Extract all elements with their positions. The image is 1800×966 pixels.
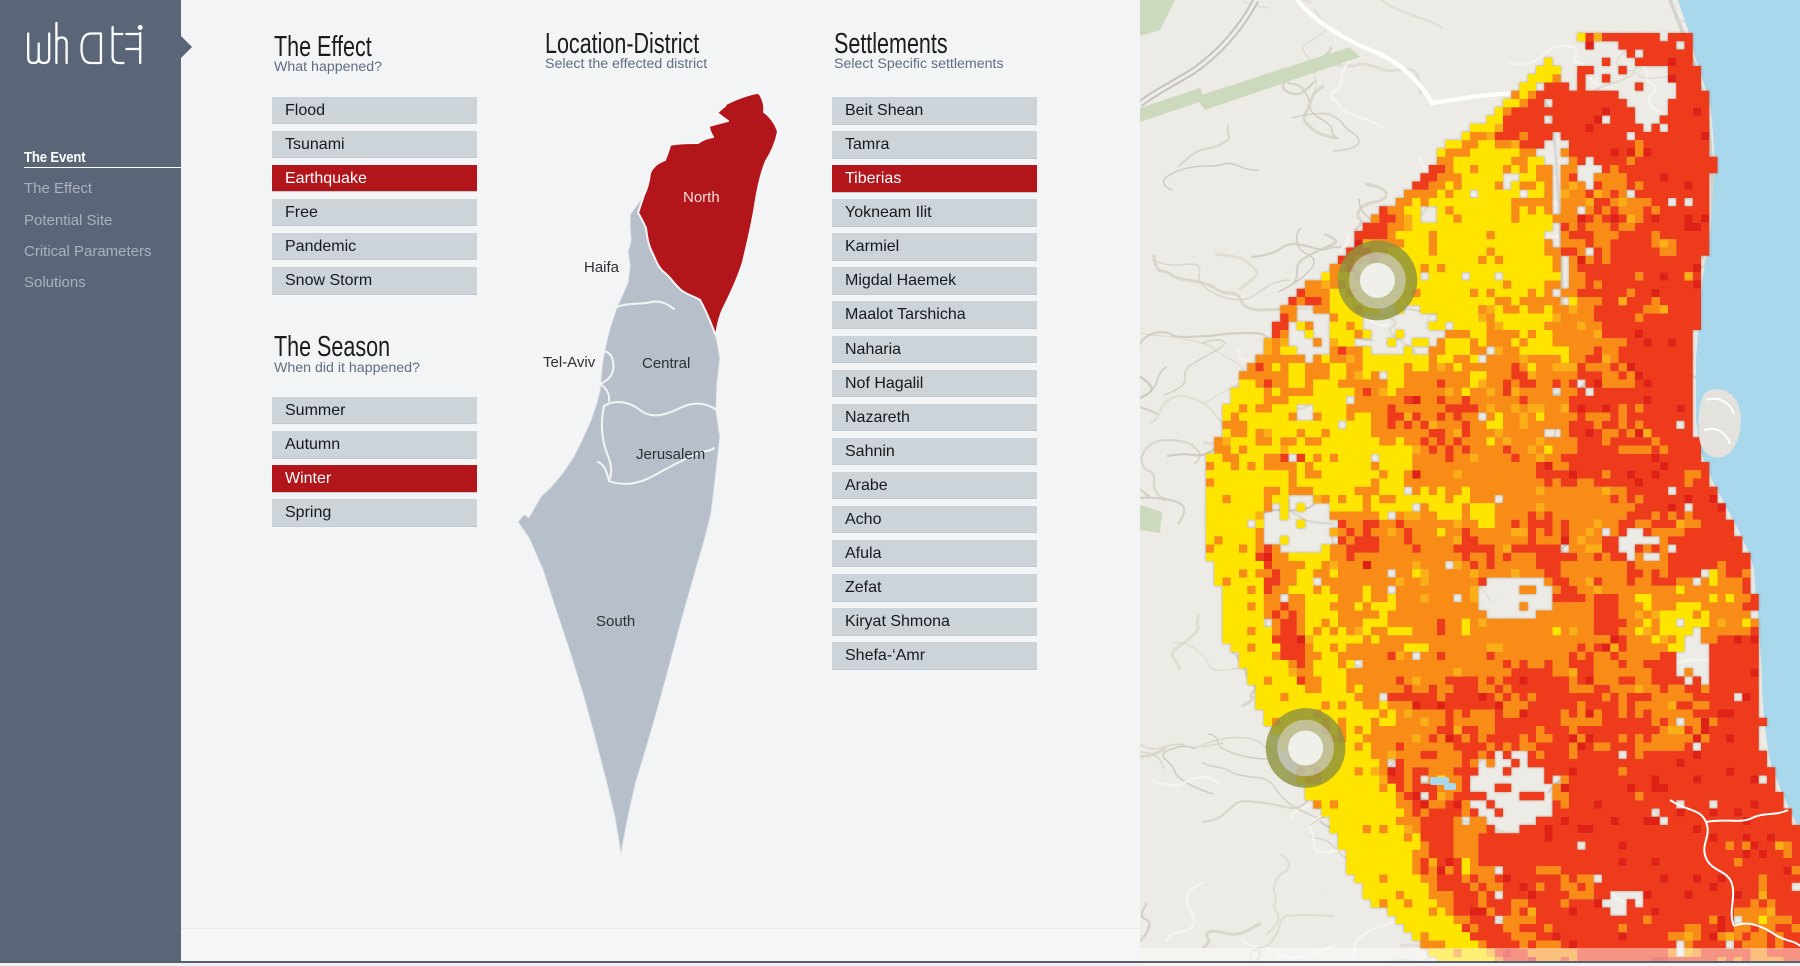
svg-text:North: North [683, 189, 720, 206]
svg-text:Jerusalem: Jerusalem [636, 446, 705, 463]
svg-text:Central: Central [642, 355, 690, 372]
svg-text:Tel-Aviv: Tel-Aviv [543, 354, 596, 371]
svg-text:Haifa: Haifa [584, 259, 620, 276]
svg-text:South: South [596, 613, 635, 630]
